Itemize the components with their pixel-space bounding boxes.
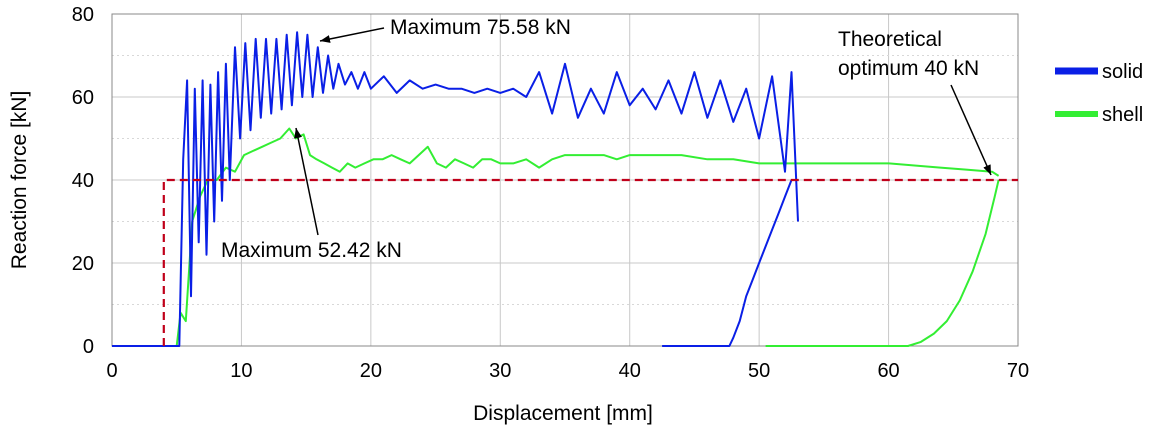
annotation-shell-max-arrow [294,127,319,236]
x-tick-label: 30 [489,360,511,382]
annotation-solid-max: Maximum 75.58 kN [319,16,571,43]
annotation-optimum-arrow [950,84,992,176]
annotation-solid-max-label: Maximum 75.58 kN [390,16,571,39]
series-solid-line [662,179,793,347]
x-tick-label: 70 [1007,360,1029,382]
y-tick-label: 60 [72,87,94,109]
legend-item-solid: solid [1055,61,1143,83]
y-tick-label: 0 [83,336,94,358]
series-shell-line [765,179,1000,347]
series-theoretical-optimum [162,178,1018,346]
annotation-solid-max-arrow [319,27,385,43]
x-tick-label: 10 [230,360,252,382]
y-tick-label: 20 [72,253,94,275]
series-solid [112,31,799,347]
annotation-optimum: Theoretical optimum 40 kN [838,28,992,176]
legend-label-solid: solid [1102,61,1143,83]
annotation-optimum-label-line2: optimum 40 kN [838,57,979,80]
x-tick-label: 0 [106,360,117,382]
annotation-shell-max-label: Maximum 52.42 kN [221,239,402,262]
legend: solid shell [1055,61,1143,126]
y-axis-title: Reaction force [kN] [8,91,31,270]
y-tick-labels: 0 20 40 60 80 [72,4,94,358]
x-axis-title: Displacement [mm] [473,402,653,425]
annotation-optimum-label-line1: Theoretical [838,28,942,51]
series-theoretical-optimum-line [162,178,1018,346]
series-shell [112,127,1000,347]
series-layer [112,31,1018,347]
x-tick-label: 20 [360,360,382,382]
y-tick-label: 40 [72,170,94,192]
series-shell-line [112,127,1000,347]
plot-area [111,13,1019,347]
annotation-shell-max: Maximum 52.42 kN [221,127,402,262]
legend-item-shell: shell [1055,104,1143,126]
y-tick-label: 80 [72,4,94,26]
series-solid-line [112,31,799,347]
legend-label-shell: shell [1102,104,1143,126]
x-tick-label: 60 [877,360,899,382]
x-tick-label: 40 [619,360,641,382]
x-tick-label: 50 [748,360,770,382]
x-tick-labels: 0 10 20 30 40 50 60 70 [106,360,1029,382]
